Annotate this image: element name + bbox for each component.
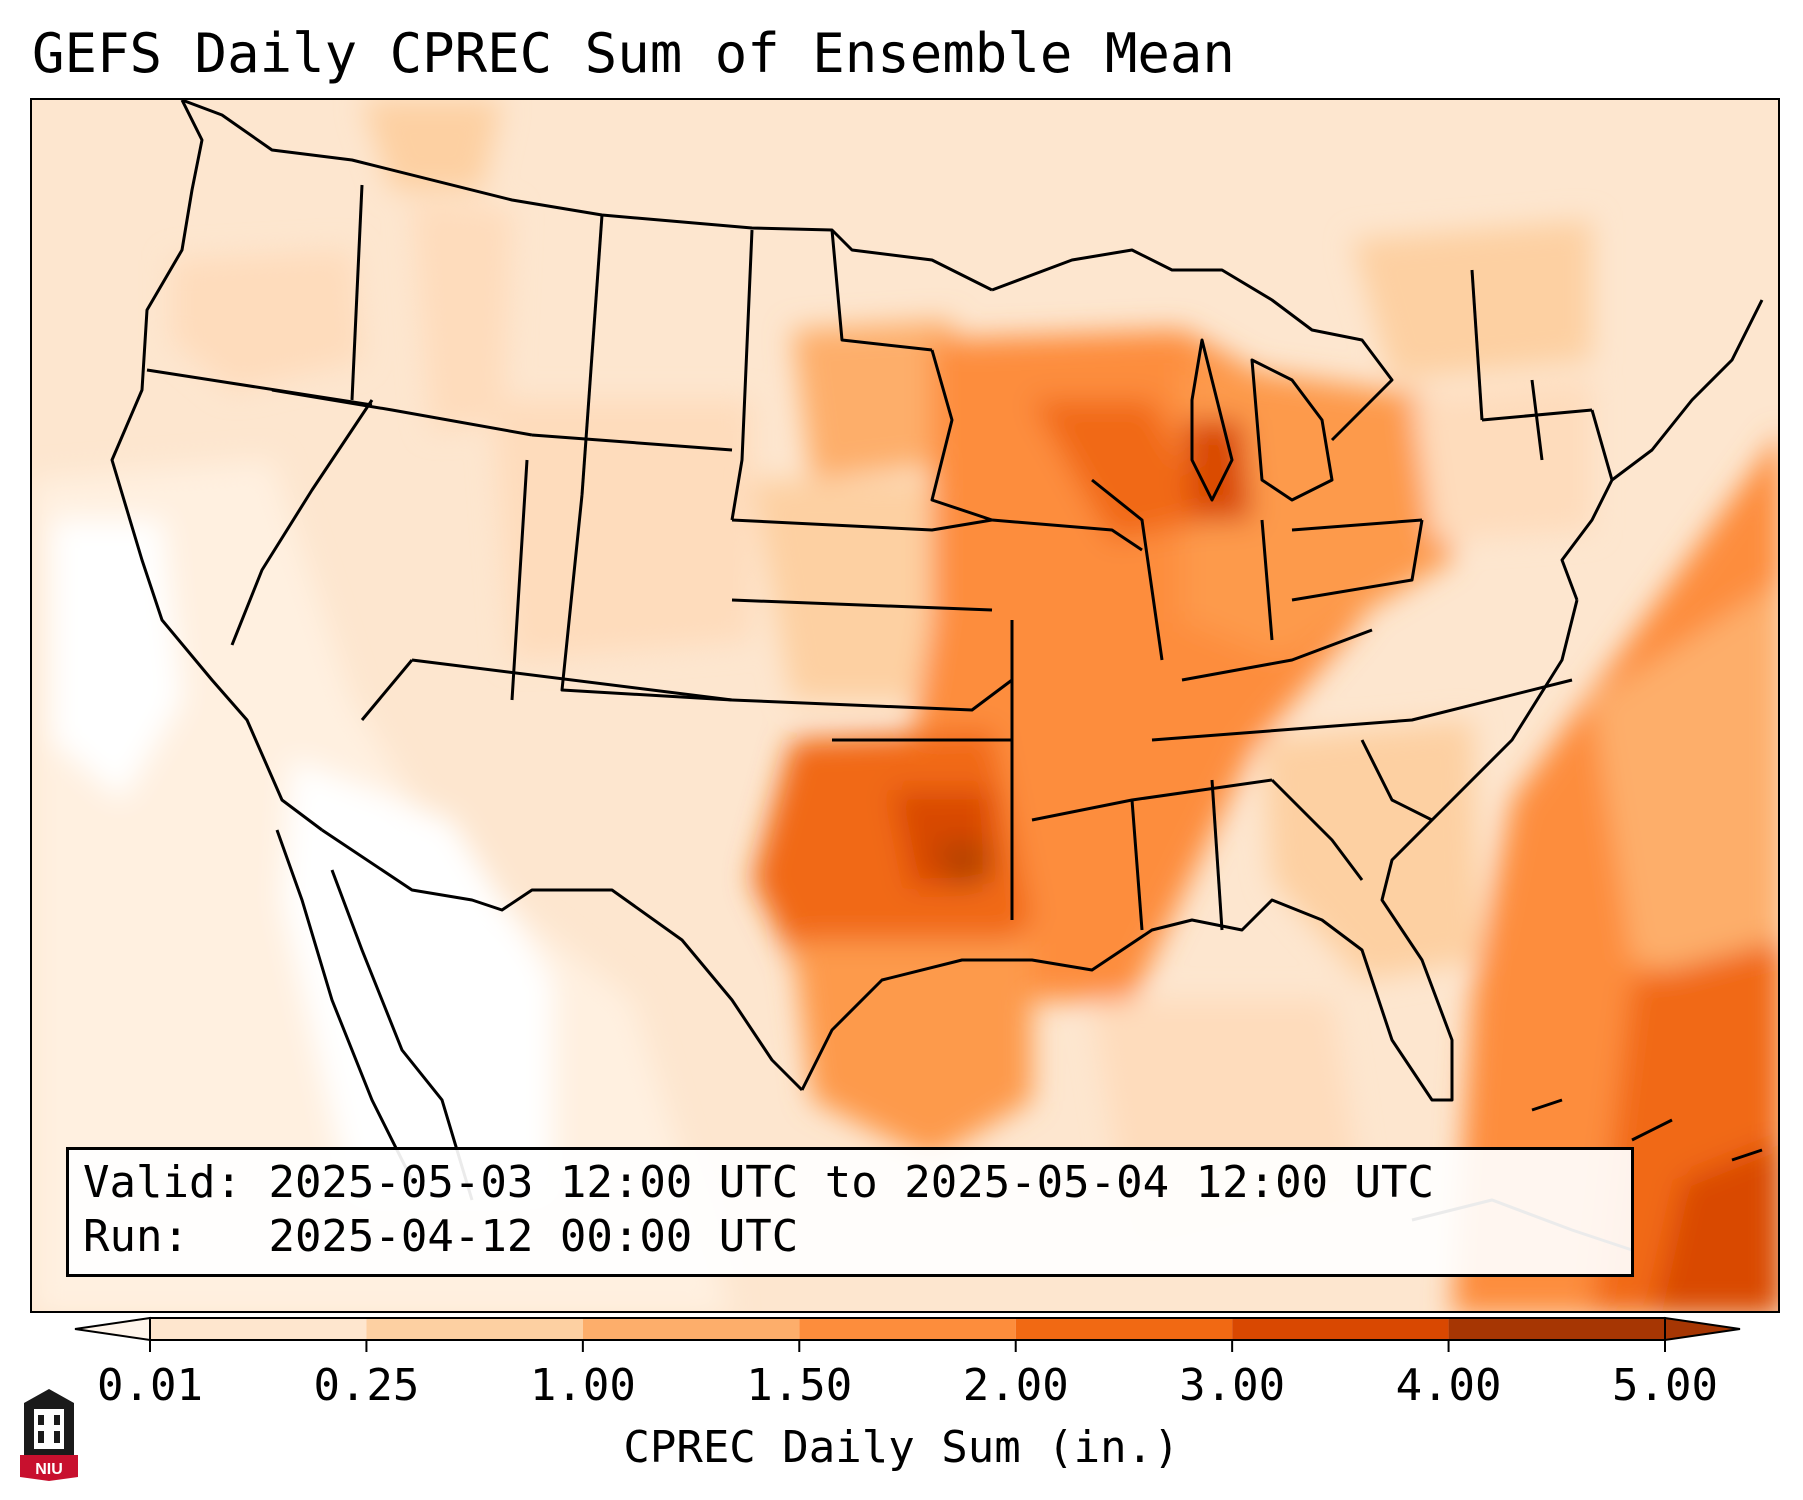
- colorbar-segments: [74, 1316, 1741, 1342]
- colorbar-segment: [1015, 1318, 1233, 1340]
- colorbar-label: CPREC Daily Sum (in.): [623, 1422, 1180, 1473]
- run-value: 2025-04-12 00:00 UTC: [268, 1211, 799, 1262]
- colorbar-tick-label: 2.00: [962, 1360, 1069, 1411]
- colorbar-tick-label: 1.00: [529, 1360, 636, 1411]
- precip-shading: [32, 100, 1778, 1311]
- colorbar: [74, 1316, 1741, 1352]
- colorbar-segment: [150, 1318, 367, 1340]
- valid-label: Valid:: [83, 1157, 242, 1208]
- colorbar-tick-label: 3.00: [1179, 1360, 1286, 1411]
- colorbar-segment: [1232, 1318, 1449, 1340]
- mexico-outline: [275, 829, 474, 1201]
- colorbar-segment: [1448, 1318, 1665, 1340]
- logo-text: NIU: [35, 1461, 63, 1478]
- niu-logo: NIU: [20, 1389, 78, 1481]
- colorbar-ticks: [149, 1340, 1666, 1352]
- map-panel: [30, 98, 1780, 1313]
- colorbar-extend-low: [74, 1316, 151, 1342]
- colorbar-tick-label: 1.50: [746, 1360, 853, 1411]
- run-label: Run:: [83, 1211, 189, 1262]
- colorbar-outline: [149, 1317, 1666, 1341]
- colorbar-extend-high: [1664, 1316, 1741, 1342]
- info-box: Valid: 2025-05-03 12:00 UTC to 2025-05-0…: [66, 1147, 1634, 1277]
- colorbar-tick-label: 0.01: [97, 1360, 203, 1411]
- colorbar-tick-label: 4.00: [1395, 1360, 1502, 1411]
- precip-map: [32, 100, 1778, 1311]
- colorbar-segment: [366, 1318, 583, 1340]
- colorbar-tick-label: 5.00: [1612, 1360, 1718, 1411]
- map-title: GEFS Daily CPREC Sum of Ensemble Mean: [32, 22, 1235, 85]
- colorbar-segment: [799, 1318, 1016, 1340]
- colorbar-tick-label: 0.25: [313, 1360, 420, 1411]
- valid-value: 2025-05-03 12:00 UTC to 2025-05-04 12:00…: [268, 1157, 1435, 1208]
- colorbar-segment: [582, 1318, 800, 1340]
- state-borders: [110, 100, 1764, 1102]
